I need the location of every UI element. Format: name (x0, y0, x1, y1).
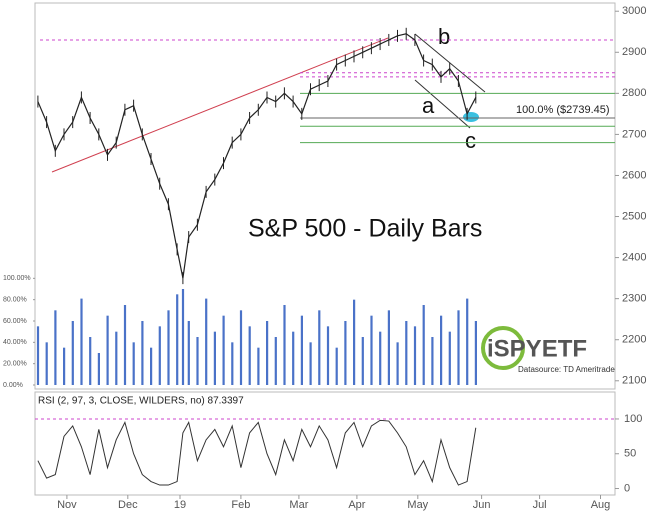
volume-bar (205, 298, 208, 385)
y-tick-label: 2600 (622, 169, 646, 181)
volume-bar (187, 321, 190, 385)
x-tick-label: Jun (473, 499, 491, 511)
volume-bar (167, 310, 170, 385)
volume-bar (466, 298, 469, 385)
x-tick-label: 19 (174, 499, 186, 511)
volume-bar (257, 347, 260, 385)
volume-bar (36, 326, 40, 385)
volume-bar (181, 289, 185, 385)
y-tick-label: 2700 (622, 128, 646, 140)
x-tick-label: Apr (348, 499, 365, 511)
volume-bar (422, 305, 425, 385)
volume-bar (63, 347, 66, 385)
volume-bar (274, 337, 277, 385)
volume-bar (361, 337, 364, 385)
volume-bar (344, 321, 347, 385)
volume-tick-label: 80.00% (3, 297, 27, 304)
x-tick-label: Dec (118, 499, 138, 511)
volume-bar (158, 326, 161, 385)
y-tick-label: 2200 (622, 334, 646, 346)
wave-label: b (438, 24, 450, 49)
logo: iSPYETF (487, 335, 587, 362)
volume-bar (222, 315, 225, 385)
volume-bar (440, 315, 443, 385)
target-marker (463, 112, 479, 122)
volume-bar (231, 342, 234, 385)
volume-bar (335, 347, 338, 385)
fib-label: 100.0% ($2739.45) (516, 104, 610, 116)
x-tick-label: Jul (533, 499, 547, 511)
volume-bar (431, 337, 434, 385)
volume-bar (213, 331, 216, 385)
x-tick-label: Nov (57, 499, 77, 511)
volume-bar (123, 305, 127, 385)
logo-icon (481, 326, 525, 370)
volume-bar (89, 337, 92, 385)
y-tick-label: 2800 (622, 87, 646, 99)
volume-bar (326, 326, 330, 385)
volume-bar (300, 315, 303, 385)
volume-tick-label: 100.00% (3, 275, 31, 282)
source: Datasource: TD Ameritrade (518, 365, 615, 374)
volume-bar (413, 326, 417, 385)
x-tick-label: Aug (591, 499, 611, 511)
volume-bar (176, 294, 179, 385)
volume-bar (318, 310, 321, 385)
rsi-tick-label: 0 (624, 482, 630, 494)
y-tick-label: 2100 (622, 375, 646, 387)
y-tick-label: 2500 (622, 210, 646, 222)
trendline (51, 37, 389, 173)
volume-tick-label: 60.00% (3, 318, 27, 325)
rsi-title: RSI (2, 97, 3, CLOSE, WILDERS, no) 87.33… (38, 396, 244, 407)
volume-tick-label: 0.00% (3, 382, 23, 389)
volume-bar (283, 305, 286, 385)
volume-bar (132, 342, 135, 385)
volume-tick-label: 40.00% (3, 339, 27, 346)
price-line (37, 33, 477, 279)
y-tick-label: 2400 (622, 252, 646, 264)
volume-bar (405, 321, 408, 385)
volume-bar (71, 321, 74, 385)
volume-tick-label: 20.00% (3, 361, 27, 368)
chart-title: S&P 500 - Daily Bars (248, 215, 482, 243)
volume-bar (54, 310, 57, 385)
volume-bar (309, 342, 312, 385)
volume-bar (266, 321, 269, 385)
volume-bar (370, 315, 373, 385)
rsi-frame (34, 391, 616, 496)
volume-bar (80, 298, 83, 385)
volume-bar (115, 331, 118, 385)
volume-bar (239, 310, 243, 385)
volume-bar (448, 331, 451, 385)
volume-bar (292, 331, 295, 385)
volume-bar (379, 331, 382, 385)
volume-bar (97, 353, 100, 385)
volume-bar (396, 342, 399, 385)
channel-line (414, 79, 471, 129)
volume-bar (474, 321, 477, 385)
y-tick-label: 3000 (622, 5, 646, 17)
wave-label: c (465, 128, 476, 153)
volume-bar (353, 299, 356, 385)
y-tick-label: 2300 (622, 293, 646, 305)
rsi-line (37, 419, 477, 486)
price-frame (34, 2, 616, 390)
volume-bar (387, 310, 390, 385)
volume-bar (196, 337, 199, 385)
y-tick-label: 2900 (622, 46, 646, 58)
x-tick-label: Mar (289, 499, 308, 511)
volume-bar (106, 315, 109, 385)
x-tick-label: May (407, 499, 428, 511)
volume-bar (150, 347, 153, 385)
rsi-tick-label: 50 (624, 448, 636, 460)
x-tick-label: Feb (231, 499, 250, 511)
volume-bar (457, 310, 460, 385)
wave-label: a (422, 93, 435, 118)
volume-bar (248, 326, 251, 385)
rsi-tick-label: 100 (624, 413, 642, 425)
volume-bar (45, 342, 48, 385)
volume-bar (141, 321, 144, 385)
